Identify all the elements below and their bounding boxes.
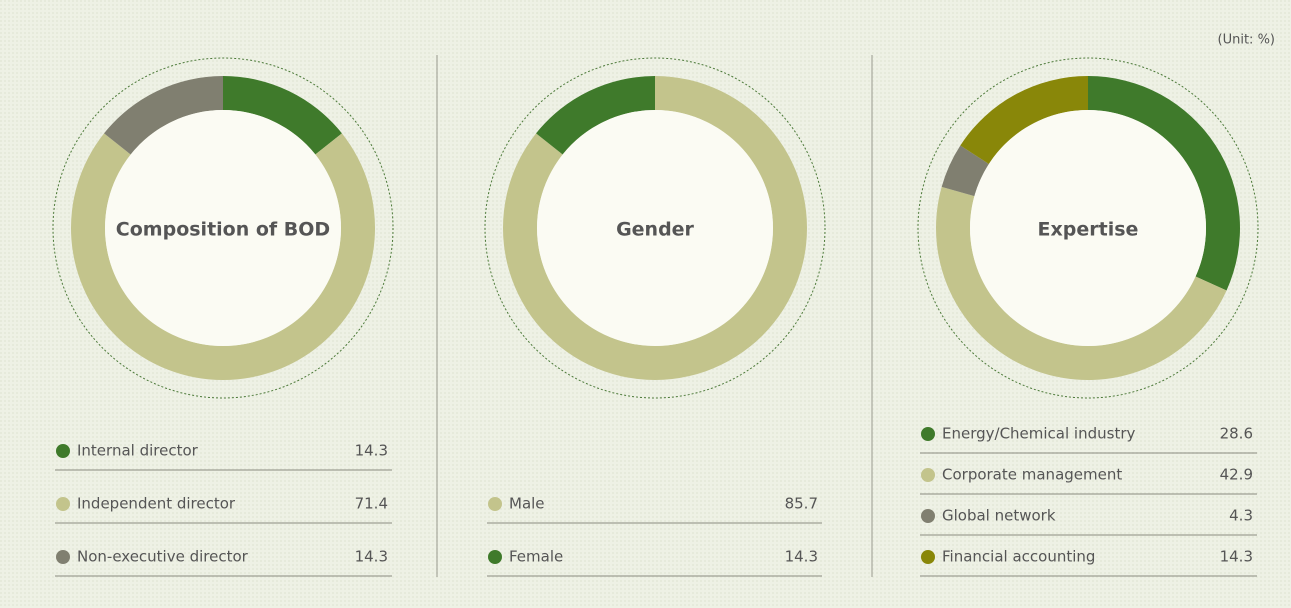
legend-value: 71.4 xyxy=(355,495,388,513)
donut-segment xyxy=(960,76,1088,164)
donut-title: Expertise xyxy=(1038,219,1139,241)
donut-segment xyxy=(536,76,655,155)
legend-label: Financial accounting xyxy=(942,548,1095,566)
legend-dot xyxy=(488,497,502,511)
legend-dot xyxy=(921,427,935,441)
legend-label: Corporate management xyxy=(942,466,1122,484)
legend-value: 14.3 xyxy=(355,442,388,460)
legend-dot xyxy=(56,497,70,511)
donut-title: Gender xyxy=(616,219,694,241)
donut-segment xyxy=(104,76,223,155)
legend-label: Global network xyxy=(942,507,1056,525)
legend-label: Energy/Chemical industry xyxy=(942,425,1135,443)
donut-center xyxy=(537,110,773,346)
legend-label: Independent director xyxy=(77,495,236,513)
outer-ring xyxy=(484,57,826,399)
legend-label: Female xyxy=(509,548,563,566)
legend-value: 4.3 xyxy=(1229,507,1253,525)
donut-title: Composition of BOD xyxy=(116,219,330,241)
outer-ring xyxy=(52,57,394,399)
legend-dot xyxy=(921,550,935,564)
legend-dot xyxy=(56,444,70,458)
legend-value: 42.9 xyxy=(1220,466,1253,484)
donut-segment xyxy=(941,145,989,197)
legend-dot xyxy=(488,550,502,564)
legend-dot xyxy=(921,468,935,482)
legend-dot xyxy=(56,550,70,564)
unit-note: (Unit: %) xyxy=(1218,33,1275,48)
donut-segment xyxy=(936,186,1227,380)
donut-segment xyxy=(223,76,342,155)
outer-ring xyxy=(917,57,1259,399)
legend-label: Internal director xyxy=(77,442,199,460)
legend-dot xyxy=(921,509,935,523)
donut-center xyxy=(105,110,341,346)
legend-value: 28.6 xyxy=(1220,425,1253,443)
legend-label: Male xyxy=(509,495,545,513)
legend-value: 14.3 xyxy=(355,548,388,566)
legend-value: 14.3 xyxy=(1220,548,1253,566)
legend-value: 14.3 xyxy=(785,548,818,566)
donut-center xyxy=(970,110,1206,346)
legend-label: Non-executive director xyxy=(77,548,249,566)
donut-segment xyxy=(71,133,375,381)
legend-value: 85.7 xyxy=(785,495,818,513)
donut-segment xyxy=(1088,76,1241,291)
